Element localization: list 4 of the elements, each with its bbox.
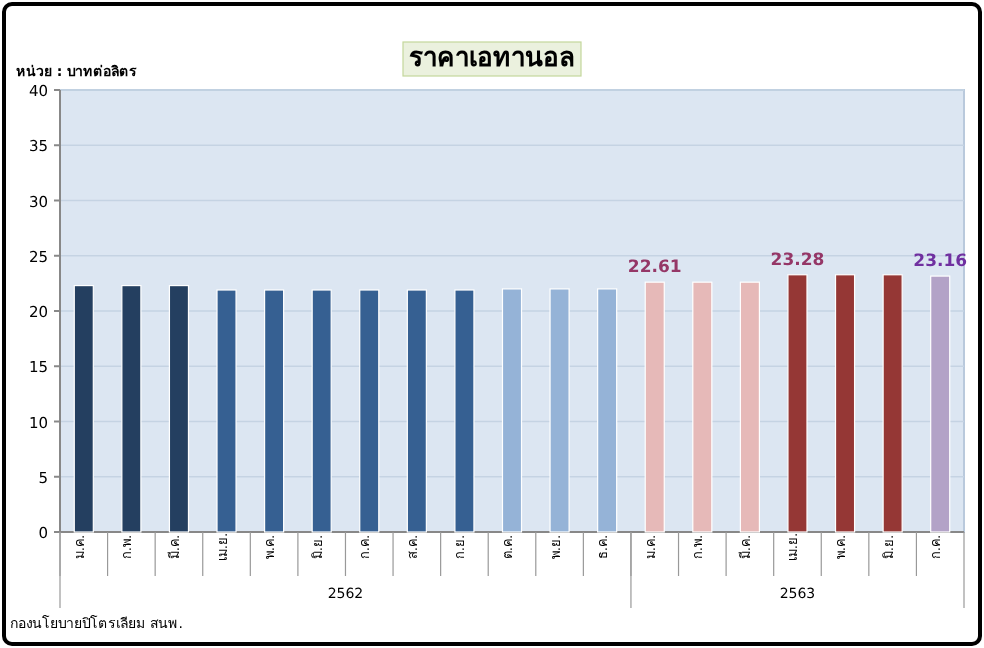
chart-title: ราคาเอทานอล [409,44,575,74]
data-label: 23.28 [770,250,825,271]
data-label: 22.61 [627,258,682,279]
data-label: 23.16 [913,252,968,273]
